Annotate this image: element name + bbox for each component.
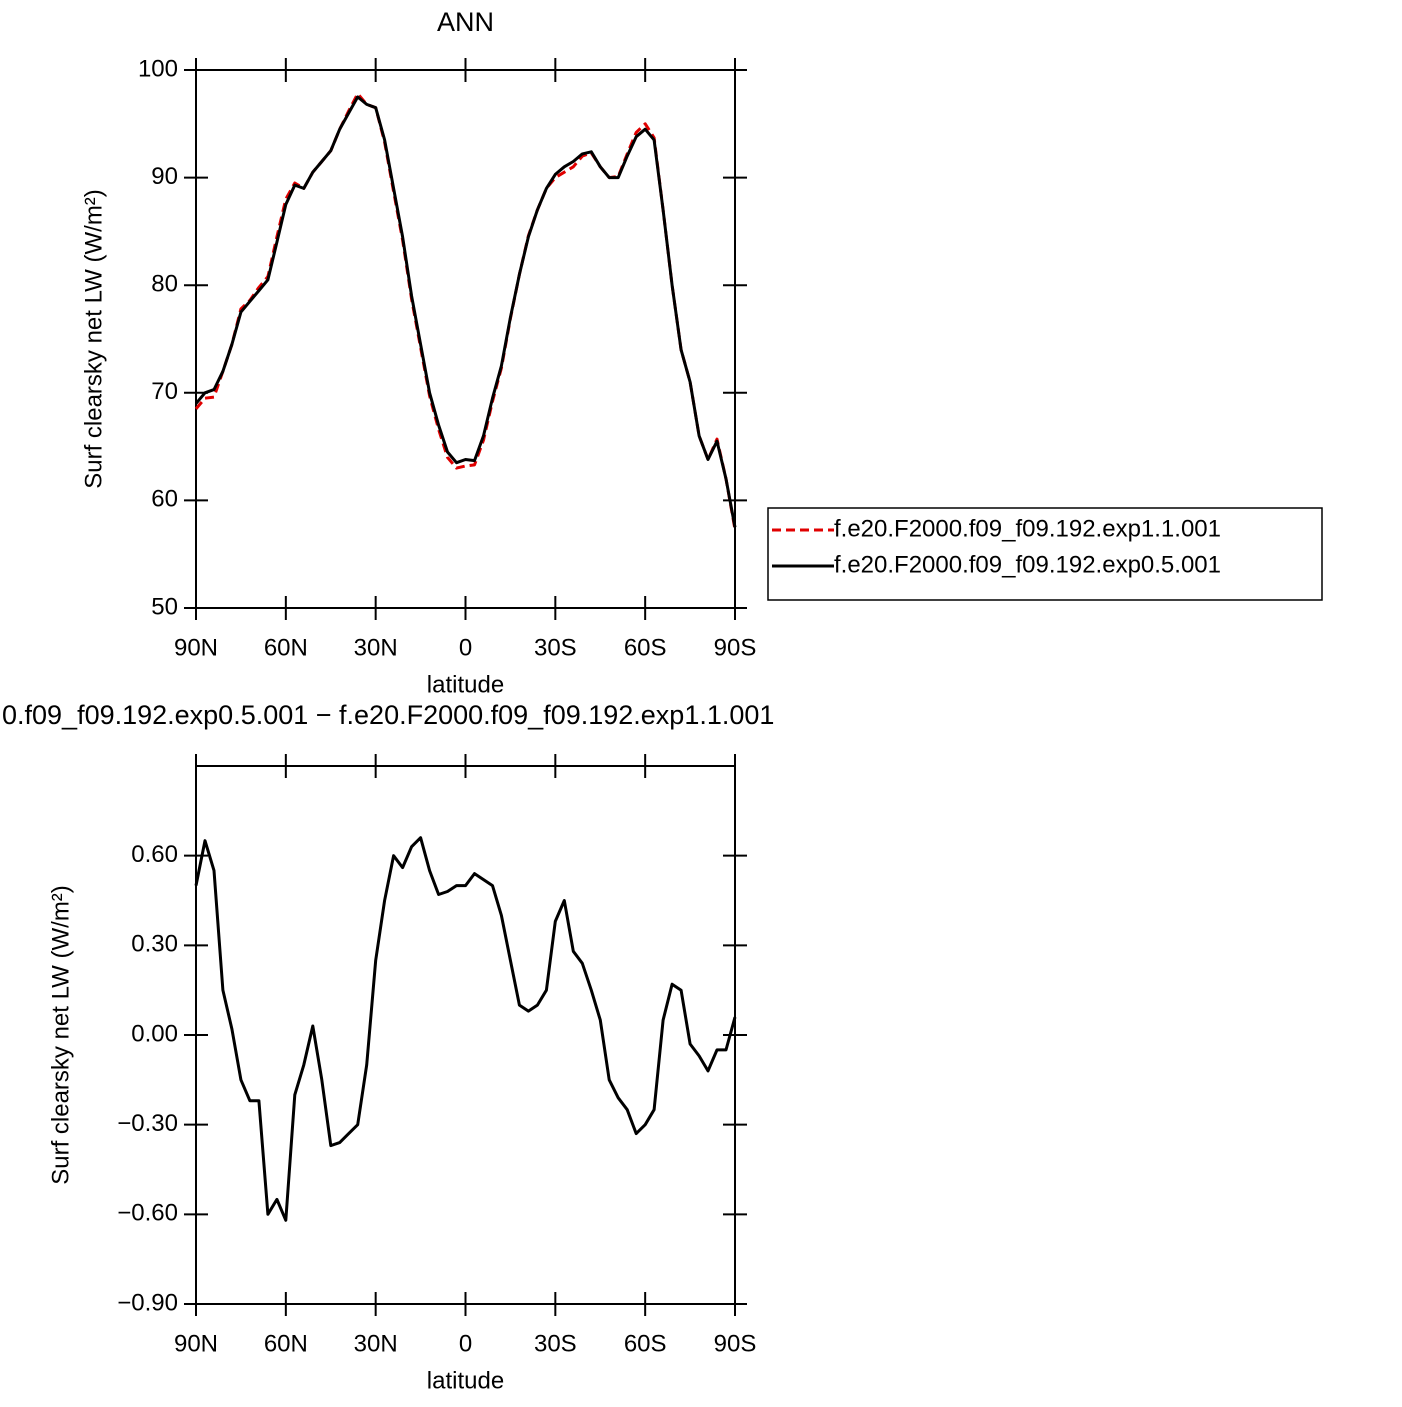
y-tick-label: 50 [151, 593, 178, 620]
y-tick-label: 0.00 [131, 1020, 178, 1047]
plot-frame [195, 765, 736, 1305]
y-axis-label: Surf clearsky net LW (W/m²) [47, 885, 74, 1185]
y-tick-label: 90 [151, 163, 178, 190]
y-tick-label: 70 [151, 378, 178, 405]
x-tick-label: 30S [534, 1330, 577, 1357]
data-line [194, 92, 737, 530]
x-tick-label: 90S [714, 1330, 757, 1357]
x-tick-label: 0 [459, 634, 472, 661]
plot-frame [195, 69, 736, 609]
y-tick-label: −0.60 [117, 1200, 178, 1227]
y-tick-label: −0.30 [117, 1110, 178, 1137]
x-tick-label: 90N [174, 634, 218, 661]
x-tick-label: 60N [264, 1330, 308, 1357]
x-tick-label: 30N [354, 1330, 398, 1357]
x-axis-label: latitude [427, 1367, 504, 1394]
data-line [194, 95, 737, 528]
x-tick-label: 60S [624, 1330, 667, 1357]
y-tick-label: 0.60 [131, 841, 178, 868]
x-tick-label: 60S [624, 634, 667, 661]
x-tick-label: 90S [714, 634, 757, 661]
y-tick-label: −0.90 [117, 1289, 178, 1316]
x-tick-label: 0 [459, 1330, 472, 1357]
legend-box [767, 507, 1323, 601]
y-tick-label: 100 [138, 55, 178, 82]
chart-title: ANN [437, 7, 494, 37]
data-line [194, 836, 737, 1222]
y-tick-label: 0.30 [131, 931, 178, 958]
x-tick-label: 90N [174, 1330, 218, 1357]
y-axis-label: Surf clearsky net LW (W/m²) [80, 189, 107, 489]
x-tick-label: 60N [264, 634, 308, 661]
y-tick-label: 80 [151, 271, 178, 298]
x-tick-label: 30N [354, 634, 398, 661]
legend-label: f.e20.F2000.f09_f09.192.exp1.1.001 [834, 515, 1221, 542]
chart-title: 0.f09_f09.192.exp0.5.001 − f.e20.F2000.f… [2, 700, 774, 730]
y-tick-label: 60 [151, 486, 178, 513]
legend-label: f.e20.F2000.f09_f09.192.exp0.5.001 [834, 551, 1221, 578]
x-tick-label: 30S [534, 634, 577, 661]
x-axis-label: latitude [427, 671, 504, 698]
